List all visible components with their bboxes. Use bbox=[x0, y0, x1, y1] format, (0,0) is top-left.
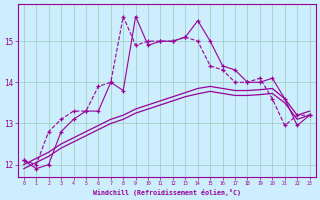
X-axis label: Windchill (Refroidissement éolien,°C): Windchill (Refroidissement éolien,°C) bbox=[93, 189, 241, 196]
